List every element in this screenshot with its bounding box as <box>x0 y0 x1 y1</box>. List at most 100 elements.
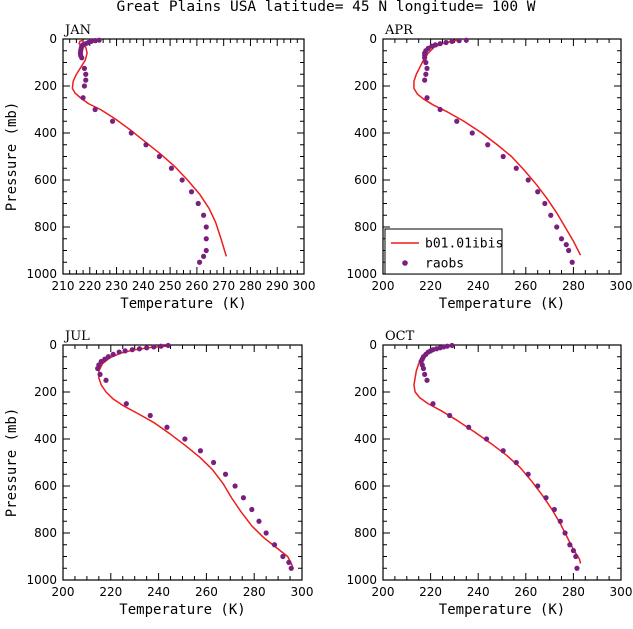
data-point-obs <box>200 212 207 218</box>
y-tick-label: 600 <box>354 173 377 187</box>
y-tick-label: 400 <box>354 432 377 446</box>
data-point-obs <box>566 247 572 254</box>
data-point-obs <box>525 177 531 183</box>
data-point-obs <box>485 142 491 148</box>
x-tick-label: 200 <box>372 279 395 293</box>
y-tick-label: 200 <box>34 385 57 399</box>
data-point-obs <box>423 59 429 66</box>
data-point-obs <box>97 371 103 377</box>
data-point-obs <box>420 365 427 372</box>
y-tick-label: 0 <box>49 338 57 352</box>
data-point-obs <box>513 459 519 466</box>
data-point-obs <box>271 542 278 548</box>
x-tick-label: 200 <box>372 585 395 599</box>
y-tick-label: 600 <box>34 173 57 187</box>
data-point-obs <box>469 130 475 136</box>
x-tick-label: 260 <box>185 279 208 293</box>
data-point-obs <box>136 346 143 352</box>
data-point-obs <box>92 38 98 44</box>
data-point-obs <box>500 153 506 160</box>
data-point-obs <box>128 130 134 136</box>
data-point-obs <box>81 83 88 89</box>
x-axis-label: Temperature (K) <box>439 296 565 312</box>
x-tick-label: 300 <box>610 585 633 599</box>
data-point-obs <box>280 553 286 560</box>
data-point-obs <box>240 495 247 501</box>
data-point-obs <box>83 77 89 83</box>
data-point-obs <box>542 200 548 207</box>
data-point-obs <box>525 471 531 477</box>
data-point-obs <box>147 412 153 419</box>
data-point-obs <box>203 236 209 242</box>
data-point-obs <box>466 424 472 430</box>
data-point-obs <box>443 39 449 46</box>
x-tick-label: 260 <box>514 585 537 599</box>
data-point-obs <box>122 348 128 354</box>
panel-oct: 200 220 240 260 280 300 0 200 400 600 800 1000 OCT Te… <box>346 329 632 618</box>
x-axis-label: Temperature (K) <box>119 602 245 618</box>
x-axis-label: Temperature (K) <box>120 296 246 312</box>
x-tick-label: 290 <box>266 279 289 293</box>
data-point-obs <box>129 347 135 353</box>
data-point-obs <box>543 495 549 501</box>
data-point-obs <box>424 95 430 101</box>
data-point-obs <box>567 542 573 548</box>
plot-frame-jul <box>62 344 303 581</box>
y-tick-label: 1000 <box>26 267 57 281</box>
data-point-obs <box>96 37 102 43</box>
x-tick-label: 280 <box>562 279 585 293</box>
x-tick-label: 270 <box>212 279 235 293</box>
data-point-obs <box>109 118 116 124</box>
x-tick-label: 200 <box>52 585 75 599</box>
data-point-obs <box>562 530 568 536</box>
data-point-obs <box>447 412 453 419</box>
legend: b01.01ibis raobs <box>384 228 503 275</box>
x-tick-label: 210 <box>52 279 75 293</box>
data-point-obs <box>156 153 162 160</box>
y-tick-label: 800 <box>34 220 57 234</box>
data-point-obs <box>164 424 170 430</box>
data-point-obs <box>232 483 238 489</box>
data-point-obs <box>569 259 575 265</box>
data-point-obs <box>168 165 175 171</box>
data-point-obs <box>288 565 294 571</box>
data-point-obs <box>210 459 217 466</box>
data-point-obs <box>535 189 541 195</box>
data-point-obs <box>456 38 462 44</box>
data-point-obs <box>165 342 171 349</box>
legend-label-model: b01.01ibis <box>425 237 503 252</box>
data-point-obs <box>203 247 209 254</box>
data-point-obs <box>196 259 203 265</box>
y-tick-label: 0 <box>369 338 377 352</box>
y-tick-label: 1000 <box>346 573 377 587</box>
x-tick-label: 250 <box>159 279 182 293</box>
data-point-obs <box>179 177 185 183</box>
x-tick-label: 240 <box>467 585 490 599</box>
data-point-obs <box>95 365 101 372</box>
data-point-obs <box>263 530 269 536</box>
x-tick-label: 240 <box>132 279 155 293</box>
data-point-obs <box>79 55 85 61</box>
data-point-obs <box>437 106 443 113</box>
y-tick-label: 200 <box>34 79 57 93</box>
data-point-obs <box>222 471 229 477</box>
data-point-obs <box>188 189 195 195</box>
x-tick-label: 280 <box>243 585 266 599</box>
data-point-obs <box>463 37 469 43</box>
legend-box <box>384 228 503 275</box>
data-point-obs <box>535 483 541 489</box>
data-point-obs <box>424 65 430 71</box>
series-line-model <box>98 345 294 567</box>
data-point-obs <box>483 436 490 442</box>
panel-apr: 200 220 240 260 280 300 0 200 400 600 800 1000 APR Te… <box>346 23 632 312</box>
x-tick-label: 240 <box>467 279 490 293</box>
plot-frame-jan <box>62 38 305 275</box>
x-tick-label: 300 <box>610 279 633 293</box>
x-tick-label: 220 <box>419 585 442 599</box>
legend-label-obs: raobs <box>425 257 464 272</box>
y-tick-label: 400 <box>354 126 377 140</box>
y-tick-label: 800 <box>354 526 377 540</box>
data-point-obs <box>151 344 157 350</box>
x-tick-label: 280 <box>239 279 262 293</box>
data-point-obs <box>554 224 560 230</box>
